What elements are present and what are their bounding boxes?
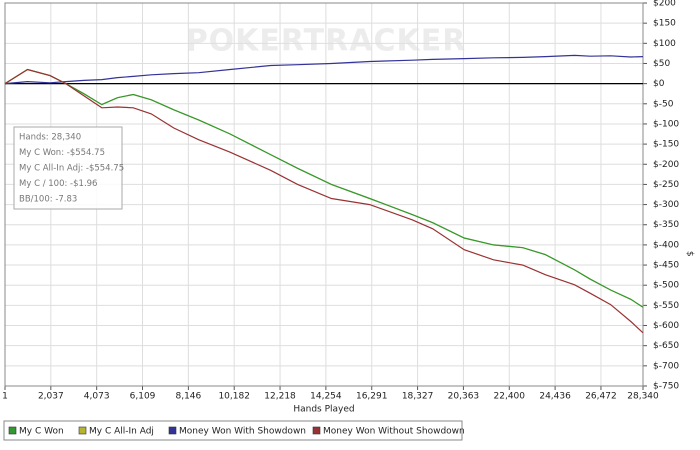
x-tick-label: 4,073 xyxy=(84,392,110,402)
y-tick-label: $-100 xyxy=(653,119,679,129)
x-tick-label: 6,109 xyxy=(130,392,156,402)
x-axis-label: Hands Played xyxy=(293,405,354,415)
legend-label: Money Won Without Showdown xyxy=(323,427,465,437)
info-text: BB/100: -7.83 xyxy=(19,195,77,205)
y-tick-label: $-350 xyxy=(653,220,679,230)
x-tick-label: 18,327 xyxy=(402,392,434,402)
y-tick-label: $-600 xyxy=(653,321,679,331)
y-tick-label: $100 xyxy=(653,39,676,49)
x-tick-label: 22,400 xyxy=(494,392,526,402)
y-tick-label: $-400 xyxy=(653,240,679,250)
y-tick-label: $200 xyxy=(653,0,676,9)
x-tick-label: 20,363 xyxy=(448,392,480,402)
y-tick-label: $-300 xyxy=(653,200,679,210)
legend-frame xyxy=(3,420,463,441)
y-tick-label: $0 xyxy=(653,79,665,89)
x-tick-label: 26,472 xyxy=(585,392,617,402)
info-text: My C Won: -$554.75 xyxy=(19,148,105,158)
x-tick-label: 16,291 xyxy=(356,392,388,402)
x-tick-label: 1 xyxy=(2,392,8,402)
y-tick-label: $-650 xyxy=(653,341,679,351)
series-line xyxy=(4,68,644,334)
legend-label: My C All-In Adj xyxy=(89,427,154,437)
series-line xyxy=(4,54,644,85)
series-line xyxy=(4,68,644,308)
x-tick-label: 24,436 xyxy=(539,392,571,402)
legend-swatch xyxy=(78,426,87,435)
legend-swatch xyxy=(168,426,177,435)
y-tick-label: $-700 xyxy=(653,361,679,371)
x-tick-label: 28,340 xyxy=(627,392,659,402)
legend-label: Money Won With Showdown xyxy=(179,427,306,437)
x-tick-label: 10,182 xyxy=(218,392,250,402)
y-tick-label: $-250 xyxy=(653,180,679,190)
y-tick-label: $-550 xyxy=(653,301,679,311)
legend-label: My C Won xyxy=(19,427,64,437)
y-tick-label: $-750 xyxy=(653,382,679,392)
y-axis-label: $ xyxy=(685,251,695,257)
x-tick-label: 2,037 xyxy=(38,392,64,402)
y-tick-label: $-500 xyxy=(653,281,679,291)
y-tick-label: $-450 xyxy=(653,261,679,271)
info-text: My C / 100: -$1.96 xyxy=(19,179,97,189)
legend-swatch xyxy=(8,426,17,435)
plot-frame xyxy=(4,2,644,387)
x-tick-label: 8,146 xyxy=(175,392,201,402)
x-tick-label: 12,218 xyxy=(264,392,296,402)
x-tick-label: 14,254 xyxy=(310,392,342,402)
info-text: My C All-In Adj: -$554.75 xyxy=(19,164,124,174)
info-text: Hands: 28,340 xyxy=(19,133,81,143)
y-tick-label: $-150 xyxy=(653,140,679,150)
y-tick-label: $150 xyxy=(653,19,676,29)
y-tick-label: $-50 xyxy=(653,99,674,109)
y-tick-label: $50 xyxy=(653,59,670,69)
y-tick-label: $-200 xyxy=(653,160,679,170)
info-box xyxy=(13,126,123,210)
legend-swatch xyxy=(312,426,321,435)
